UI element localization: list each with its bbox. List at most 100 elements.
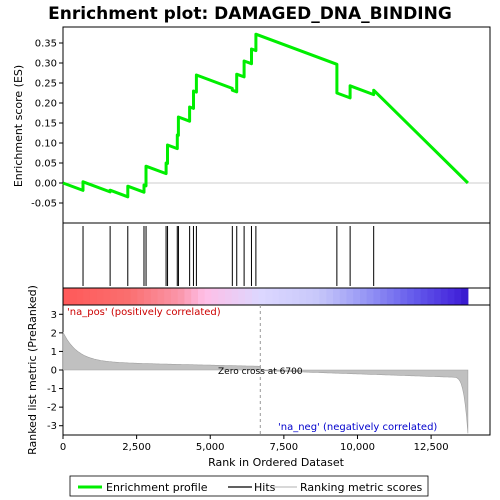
es-y-tick-label: 0.25 — [35, 79, 57, 90]
color-bar-segment — [211, 288, 219, 305]
color-bar-segment — [170, 288, 179, 305]
color-bar-segment — [305, 288, 314, 305]
es-y-tick-label: 0.20 — [35, 99, 57, 110]
es-y-ticks: -0.05 0.00 0.05 0.10 0.15 0.20 0.25 0.30 0.35 — [31, 39, 63, 210]
color-bar-segment — [278, 288, 287, 305]
color-bar-segment — [143, 288, 152, 305]
x-tick-label: 0 — [60, 442, 66, 453]
metric-y-tick-label: 3 — [51, 310, 57, 321]
metric-y-axis-label: Ranked list metric (PreRanked) — [26, 285, 39, 455]
legend-enrichment-profile: Enrichment profile — [106, 481, 208, 494]
color-bar-segment — [461, 288, 469, 305]
color-bar-segment — [292, 288, 300, 305]
ranked-list-color-bar — [63, 288, 469, 305]
x-tick-label: 10,000 — [340, 442, 375, 453]
color-bar-segment — [245, 288, 253, 305]
metric-y-tick-label: 0 — [51, 366, 57, 377]
color-bar-segment — [427, 288, 435, 305]
es-y-tick-label: 0.00 — [35, 179, 57, 190]
color-bar-segment — [137, 288, 145, 305]
color-bar-segment — [218, 288, 226, 305]
x-tick-label: 2,500 — [122, 442, 151, 453]
color-bar-segment — [258, 288, 266, 305]
positive-correlation-label: 'na_pos' (positively correlated) — [67, 307, 221, 318]
color-bar-segment — [197, 288, 206, 305]
x-axis-label: Rank in Ordered Dataset — [208, 456, 345, 469]
color-bar-segment — [123, 288, 131, 305]
x-tick-label: 5,000 — [196, 442, 225, 453]
color-bar-segment — [420, 288, 428, 305]
metric-y-tick-label: 1 — [51, 347, 57, 358]
x-tick-label: 12,500 — [414, 442, 449, 453]
color-bar-segment — [177, 288, 185, 305]
color-bar-segment — [346, 288, 354, 305]
hit-markers — [82, 226, 375, 286]
color-bar-segment — [164, 288, 172, 305]
color-bar-segment — [130, 288, 138, 305]
color-bar-segment — [265, 288, 273, 305]
color-bar-segment — [110, 288, 118, 305]
color-bar-segment — [191, 288, 199, 305]
hits-panel — [62, 222, 491, 289]
color-bar-segment — [434, 288, 442, 305]
color-bar-segment — [89, 288, 98, 305]
color-bar-segment — [407, 288, 415, 305]
color-bar-segment — [69, 288, 77, 305]
es-y-tick-label: 0.30 — [35, 59, 57, 70]
color-bar-segment — [339, 288, 347, 305]
color-bar-segment — [400, 288, 408, 305]
color-bar-segment — [272, 288, 280, 305]
zero-cross-annotation: Zero cross at 6700 — [218, 367, 303, 377]
color-bar-segment — [299, 288, 307, 305]
legend: Enrichment profile Hits Ranking metric s… — [69, 475, 429, 497]
es-y-tick-label: 0.35 — [35, 39, 57, 50]
color-bar-segment — [224, 288, 233, 305]
color-bar-segment — [285, 288, 293, 305]
color-bar-segment — [150, 288, 158, 305]
x-tick-label: 7,500 — [270, 442, 299, 453]
metric-y-ticks: -3 -2 -1 0 1 2 3 — [47, 310, 63, 432]
color-bar-segment — [103, 288, 111, 305]
es-y-tick-label: 0.05 — [35, 159, 57, 170]
color-bar-segment — [366, 288, 374, 305]
es-panel — [62, 26, 491, 224]
color-bar-segment — [231, 288, 239, 305]
color-bar-segment — [63, 288, 71, 305]
color-bar-segment — [157, 288, 165, 305]
es-y-tick-label: -0.05 — [31, 199, 57, 210]
color-bar-segment — [76, 288, 84, 305]
color-bar-segment — [359, 288, 368, 305]
ranking-metric-area — [62, 331, 469, 434]
color-bar-segment — [353, 288, 361, 305]
color-bar-segment — [447, 288, 455, 305]
metric-y-tick-label: -2 — [47, 403, 57, 414]
es-y-tick-label: 0.15 — [35, 119, 57, 130]
color-bar-segment — [393, 288, 401, 305]
color-bar-segment — [116, 288, 125, 305]
color-bar-segment — [332, 288, 341, 305]
color-bar-segment — [440, 288, 449, 305]
color-bar-segment — [96, 288, 104, 305]
chart-title: Enrichment plot: DAMAGED_DNA_BINDING — [48, 4, 452, 24]
color-bar-segment — [386, 288, 395, 305]
color-bar-segment — [326, 288, 334, 305]
color-bar-segment — [204, 288, 212, 305]
metric-y-tick-label: -1 — [47, 384, 57, 395]
color-bar-segment — [238, 288, 246, 305]
es-y-tick-label: 0.10 — [35, 139, 57, 150]
color-bar-segment — [312, 288, 320, 305]
color-bar-segment — [319, 288, 327, 305]
metric-y-tick-label: -3 — [47, 421, 57, 432]
color-bar-segment — [380, 288, 388, 305]
color-bar-segment — [251, 288, 260, 305]
legend-ranking-metric-scores: Ranking metric scores — [300, 481, 422, 494]
es-y-axis-label: Enrichment score (ES) — [12, 65, 25, 187]
x-ticks: 0 2,500 5,000 7,500 10,000 12,500 — [60, 435, 449, 453]
legend-hits: Hits — [254, 481, 276, 494]
color-bar-segment — [413, 288, 422, 305]
color-bar-segment — [184, 288, 192, 305]
color-bar-segment — [83, 288, 91, 305]
negative-correlation-label: 'na_neg' (negatively correlated) — [278, 422, 437, 433]
metric-y-tick-label: 2 — [51, 328, 57, 339]
